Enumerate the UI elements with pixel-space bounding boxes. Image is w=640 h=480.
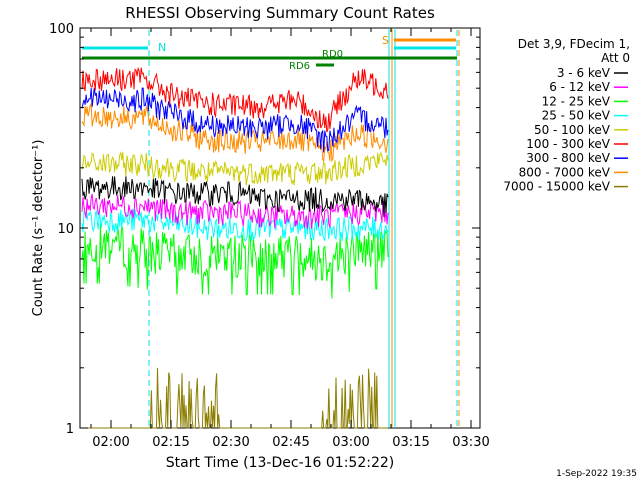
chart-title: RHESSI Observing Summary Count Rates	[125, 4, 435, 22]
ticks-layer	[80, 28, 480, 429]
legend-label: 50 - 100 keV	[534, 123, 611, 137]
x-axis-label: Start Time (13-Dec-16 01:52:22)	[166, 455, 394, 471]
series-line-800to7000keV	[81, 102, 389, 163]
series-line-12to25keV	[81, 223, 389, 299]
series-line-50to100keV	[81, 150, 389, 186]
series-line-7000to15000keV	[82, 367, 388, 429]
series-line-100to300keV	[81, 66, 389, 133]
plot-frame	[79, 27, 481, 429]
x-tick-label: 03:00	[332, 435, 369, 450]
footer-date: 1-Sep-2022 19:35	[556, 469, 637, 479]
legend-header-line2: Att 0	[601, 51, 630, 65]
y-tick-label-1: 1	[66, 422, 74, 437]
annotation-rd0: RD0	[322, 49, 343, 60]
legend-label: 25 - 50 keV	[542, 109, 611, 123]
legend-label: 100 - 300 keV	[526, 137, 610, 151]
legend-label: 3 - 6 keV	[557, 66, 611, 80]
series-line-300to800keV	[81, 87, 389, 153]
series-layer	[81, 66, 389, 429]
series-line-25to50keV	[81, 208, 389, 242]
y-axis-label: Count Rate (s⁻¹ detector⁻¹)	[31, 140, 46, 317]
annotation-s: S	[382, 34, 389, 47]
annotation-rd6: RD6	[289, 61, 310, 72]
x-tick-label: 03:15	[392, 435, 429, 450]
legend-header-line1: Det 3,9, FDecim 1,	[518, 37, 630, 51]
legend-label: 6 - 12 keV	[549, 80, 611, 94]
legend-label: 7000 - 15000 keV	[503, 180, 610, 194]
x-tick-label: 03:30	[452, 435, 489, 450]
x-tick-label: 02:45	[272, 435, 309, 450]
series-line-3to6keV	[81, 176, 389, 217]
y-tick-label-10: 10	[57, 222, 74, 237]
x-tick-label: 02:30	[212, 435, 249, 450]
y-tick-label-100: 100	[49, 22, 74, 37]
x-tick-label: 02:15	[152, 435, 189, 450]
legend-label: 12 - 25 keV	[542, 94, 611, 108]
legend-label: 300 - 800 keV	[526, 151, 610, 165]
legend-label: 800 - 7000 keV	[519, 165, 611, 179]
x-tick-label: 02:00	[92, 435, 129, 450]
annotation-n: N	[158, 41, 166, 54]
